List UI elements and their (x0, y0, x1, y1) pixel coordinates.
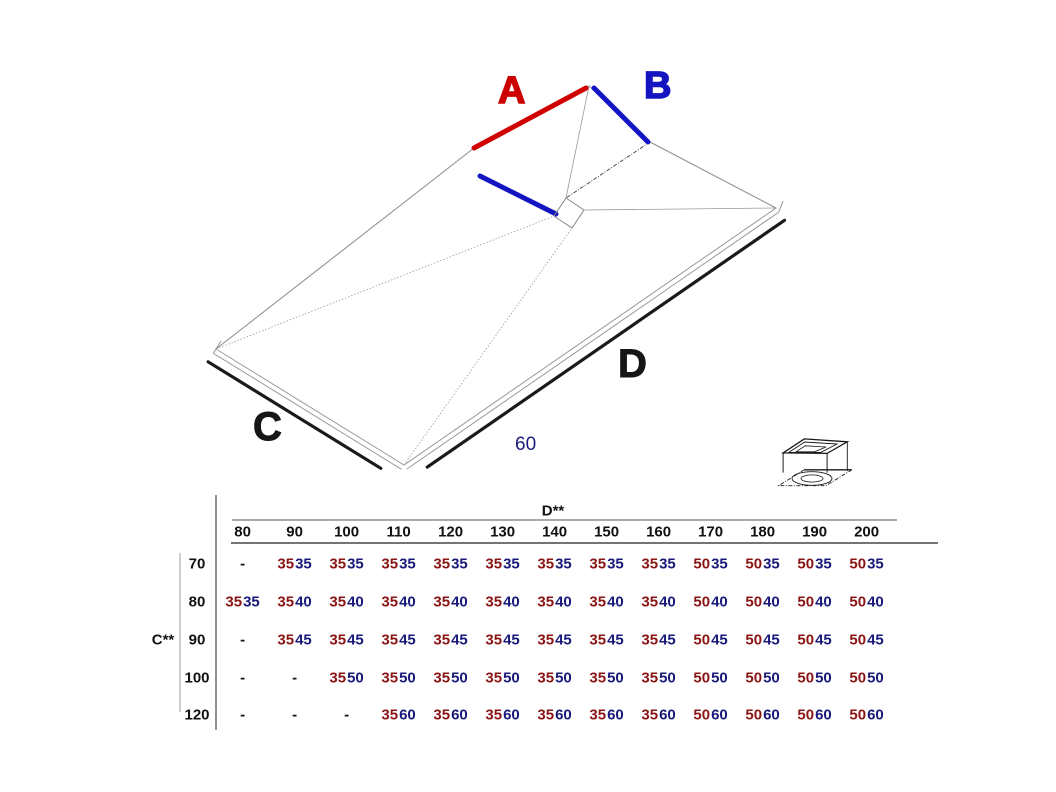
svg-text:A: A (498, 70, 525, 112)
svg-text:60: 60 (515, 434, 536, 455)
svg-text:D: D (618, 342, 647, 386)
svg-text:C: C (253, 405, 282, 449)
svg-text:B: B (644, 65, 671, 107)
